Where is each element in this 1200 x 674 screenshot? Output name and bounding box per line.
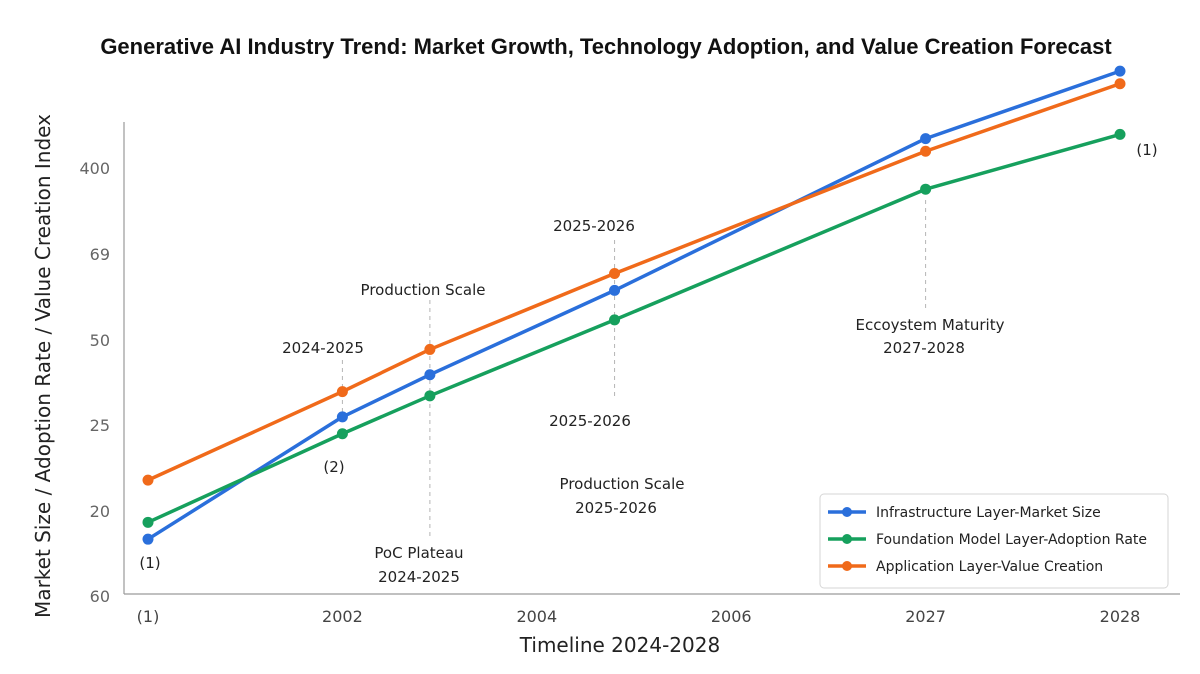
data-point [609, 284, 621, 296]
data-point [424, 390, 436, 402]
annotation-label: (1) [139, 554, 160, 572]
annotation-label: 2024-2025 [378, 568, 460, 586]
legend-box [819, 493, 1169, 589]
annotation-label: PoC Plateau [374, 544, 463, 562]
annotation-label: 2025-2026 [549, 412, 631, 430]
data-point [142, 533, 154, 545]
data-point [142, 474, 154, 486]
series-line [146, 69, 1122, 541]
annotation-label: Eccoystem Maturity [856, 316, 1005, 334]
data-point [336, 411, 348, 423]
data-point [1114, 78, 1126, 90]
x-tick-label: (1) [137, 607, 160, 626]
annotation-label: (1) [1136, 141, 1157, 159]
y-tick-label: 69 [90, 245, 110, 264]
annotations-layer: 2024-2025 (2) Production Scale PoC Plateau 2… [139, 141, 1157, 586]
y-axis-label: Market Size / Adoption Rate / Value Crea… [31, 114, 55, 618]
series-line [146, 82, 1122, 482]
x-tick-label: 2006 [711, 607, 752, 626]
data-point [920, 133, 932, 145]
x-axis-label: Timeline 2024-2028 [519, 633, 720, 657]
annotation-label: (2) [323, 458, 344, 476]
data-point [424, 369, 436, 381]
data-point [920, 145, 932, 157]
legend-label: Infrastructure Layer-Market Size [876, 505, 1101, 521]
x-tick-label: 2004 [516, 607, 557, 626]
y-tick-label: 20 [90, 502, 110, 521]
y-tick-label: 60 [90, 587, 110, 606]
legend-marker [842, 561, 852, 571]
x-tick-label: 2002 [322, 607, 363, 626]
data-point [336, 386, 348, 398]
series-line [146, 132, 1122, 525]
y-tick-label: 400 [79, 159, 110, 178]
annotation-label: Production Scale [361, 281, 486, 299]
data-point [142, 516, 154, 528]
data-point [1114, 65, 1126, 77]
data-point [609, 268, 621, 280]
x-tick-label: 2027 [905, 607, 946, 626]
legend-marker [842, 534, 852, 544]
annotation-label: Production Scale [560, 475, 685, 493]
legend-label: Foundation Model Layer-Adoption Rate [876, 532, 1147, 548]
annotation-label: 2024-2025 [282, 339, 364, 357]
data-point [336, 428, 348, 440]
data-point [920, 183, 932, 195]
data-point [1114, 128, 1126, 140]
annotation-label: 2025-2026 [575, 499, 657, 517]
data-point [609, 314, 621, 326]
legend: Infrastructure Layer-Market Size Foundati… [819, 493, 1169, 589]
legend-marker [842, 507, 852, 517]
y-tick-label: 50 [90, 331, 110, 350]
y-tick-label: 25 [90, 416, 110, 435]
ticks-layer: (1) 2002 2004 2006 2027 2028 400 69 50 25 20 60 [79, 159, 1140, 626]
legend-label: Application Layer-Value Creation [876, 559, 1103, 575]
annotation-label: 2025-2026 [553, 217, 635, 235]
x-tick-label: 2028 [1100, 607, 1141, 626]
chart-title: Generative AI Industry Trend: Market Gro… [100, 34, 1112, 59]
data-point [424, 343, 436, 355]
annotation-label: 2027-2028 [883, 339, 965, 357]
series-layer [142, 65, 1126, 545]
